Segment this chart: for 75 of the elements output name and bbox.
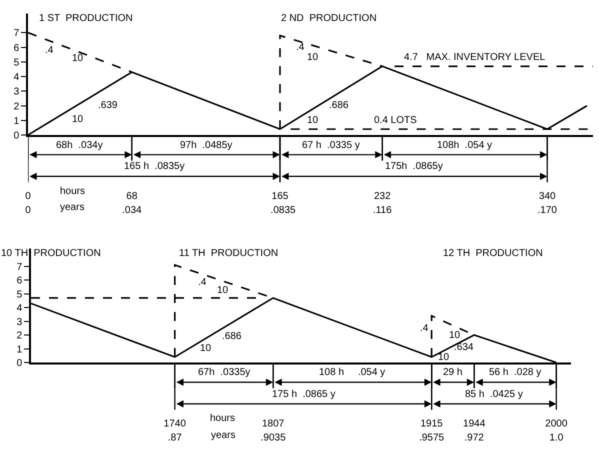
y-tick-label: 5 xyxy=(14,57,20,68)
annotation: 10 xyxy=(217,285,229,296)
annotation: 10 xyxy=(307,115,319,126)
annotation: 2 ND PRODUCTION xyxy=(281,13,377,24)
text: 108h .054 y xyxy=(437,140,492,151)
y-tick-label: 1 xyxy=(16,344,23,356)
text: 97h .0485y xyxy=(180,140,232,151)
x-tick-label: 165 xyxy=(272,190,289,202)
x2-tick-label: .0835 xyxy=(270,204,296,216)
x-axis-title: hours xyxy=(210,413,236,424)
y-tick-label: 1 xyxy=(14,116,20,127)
text: 67 h .0335 y xyxy=(302,140,360,151)
annotation: 0.4 LOTS xyxy=(374,115,418,126)
annotation: .4 xyxy=(198,277,207,288)
x-tick-label: 68 xyxy=(126,190,138,202)
x2-tick-label: 1.0 xyxy=(549,432,564,444)
annotation: .686 xyxy=(222,331,242,342)
x-tick-label: 232 xyxy=(374,190,392,202)
x-tick-label: 1944 xyxy=(463,418,486,430)
text: 68h .034y xyxy=(56,140,103,151)
annotation: 4.7 MAX. INVENTORY LEVEL xyxy=(404,52,546,63)
text: 67h .0335y xyxy=(198,367,250,378)
y-tick-label: 0 xyxy=(14,130,20,142)
x-tick-label: 1915 xyxy=(420,418,444,430)
x2-axis-title: years xyxy=(211,430,236,441)
x2-tick-label: .116 xyxy=(372,204,392,216)
text: 175h .0865y xyxy=(385,161,443,172)
annotation: .634 xyxy=(454,342,474,353)
y-tick-label: 7 xyxy=(14,28,20,40)
x2-tick-label: .9575 xyxy=(419,432,445,444)
x2-tick-label: .170 xyxy=(538,204,558,216)
y-tick-label: 2 xyxy=(14,101,20,112)
annotation: 10 xyxy=(72,114,84,125)
y-tick-label: 0 xyxy=(16,358,23,370)
y-tick-label: 2 xyxy=(16,330,23,342)
x-axis-title: hours xyxy=(60,186,86,197)
annotation: 12 TH PRODUCTION xyxy=(443,248,543,259)
text: 29 h xyxy=(443,367,462,378)
x2-tick-label: 0 xyxy=(25,204,32,216)
x2-tick-label: .034 xyxy=(122,204,142,216)
text: 165 h .0835y xyxy=(124,161,185,172)
annotation: .639 xyxy=(98,100,118,111)
y-tick-label: 4 xyxy=(16,303,23,314)
annotation: 10 xyxy=(438,352,450,363)
x-tick-label: 340 xyxy=(538,190,556,202)
x-tick-label: 2000 xyxy=(545,418,568,430)
annotation: 11 TH PRODUCTION xyxy=(179,248,278,259)
text: 56 h .028 y xyxy=(489,367,542,378)
x-tick-label: 1807 xyxy=(262,418,285,430)
x2-tick-label: .87 xyxy=(168,432,182,444)
annotation: .4 xyxy=(420,323,429,334)
annotation: .4 xyxy=(296,42,305,53)
y-tick-label: 6 xyxy=(16,276,23,287)
x2-tick-label: .9035 xyxy=(260,432,286,444)
x2-tick-label: .972 xyxy=(464,432,484,444)
text: 85 h .0425 y xyxy=(465,389,523,400)
annotation: 10 TH PRODUCTION xyxy=(1,248,101,259)
annotation: 10 xyxy=(449,330,461,341)
text: 175 h .0865 y xyxy=(272,389,336,400)
annotation: 10 xyxy=(72,53,84,64)
text: 108 h .054 y xyxy=(319,367,386,378)
x-tick-label: 1740 xyxy=(164,418,186,430)
y-tick-label: 4 xyxy=(14,72,20,84)
x2-axis-title: years xyxy=(60,202,84,213)
annotation: .4 xyxy=(45,45,54,56)
y-tick-label: 3 xyxy=(16,316,23,328)
annotation: 1 ST PRODUCTION xyxy=(39,13,133,24)
y-tick-label: 5 xyxy=(16,289,23,300)
annotation: 10 xyxy=(200,343,212,354)
y-tick-label: 6 xyxy=(14,42,20,54)
x-tick-label: 0 xyxy=(25,190,32,202)
y-tick-label: 3 xyxy=(14,86,20,98)
annotation: 10 xyxy=(307,52,319,63)
y-tick-label: 7 xyxy=(16,262,23,273)
annotation: .686 xyxy=(329,100,349,111)
